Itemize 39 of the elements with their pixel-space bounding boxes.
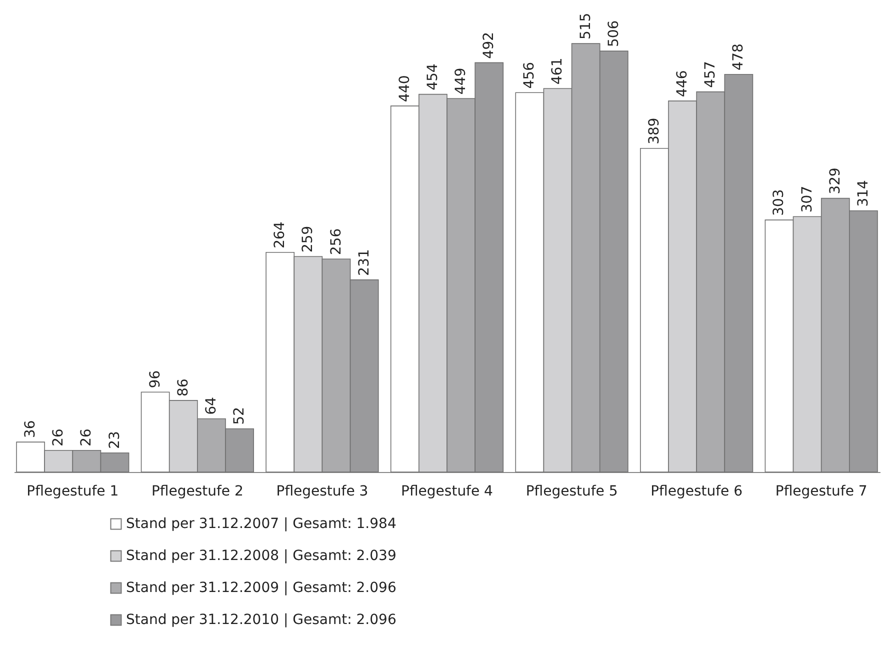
- data-label: 492: [481, 32, 498, 59]
- x-tick-label: Pflegestufe 5: [526, 484, 618, 500]
- data-label: 23: [106, 431, 123, 449]
- x-tick-label: Pflegestufe 7: [775, 484, 868, 500]
- data-label: 231: [356, 249, 372, 276]
- legend-label: Stand per 31.12.2010 | Gesamt: 2.096: [126, 612, 396, 628]
- data-label: 515: [578, 12, 594, 40]
- data-label: 303: [771, 189, 788, 216]
- x-tick-label: Pflegestufe 1: [26, 484, 119, 500]
- data-label: 96: [147, 370, 164, 388]
- legend-label: Stand per 31.12.2007 | Gesamt: 1.984: [126, 516, 396, 532]
- data-label: 457: [702, 61, 719, 88]
- data-label: 456: [522, 62, 538, 89]
- data-label: 440: [396, 75, 413, 102]
- data-label: 389: [646, 118, 662, 144]
- legend-label: Stand per 31.12.2008 | Gesamt: 2.039: [126, 548, 396, 564]
- data-label: 36: [22, 420, 39, 438]
- data-label: 329: [827, 168, 844, 194]
- data-label: 307: [799, 186, 816, 213]
- data-label: 52: [232, 406, 248, 425]
- data-label: 86: [175, 378, 192, 396]
- data-label: 264: [272, 222, 288, 248]
- data-label: 454: [424, 63, 441, 90]
- data-label: 461: [550, 58, 566, 84]
- data-label: 506: [606, 20, 622, 48]
- x-tick-label: Pflegestufe 6: [650, 484, 743, 500]
- data-label: 259: [300, 226, 316, 253]
- x-tick-label: Pflegestufe 2: [151, 484, 244, 500]
- data-label: 478: [730, 44, 747, 70]
- data-label: 64: [203, 396, 220, 415]
- x-tick-label: Pflegestufe 4: [401, 484, 494, 500]
- x-tick-label: Pflegestufe 3: [276, 484, 368, 500]
- data-label: 256: [328, 228, 344, 256]
- data-label: 26: [50, 428, 67, 446]
- legend-label: Stand per 31.12.2009 | Gesamt: 2.096: [126, 580, 396, 596]
- data-label: 314: [855, 180, 872, 207]
- data-label: 446: [674, 70, 691, 97]
- data-label: 26: [78, 428, 95, 446]
- data-label: 449: [453, 68, 470, 94]
